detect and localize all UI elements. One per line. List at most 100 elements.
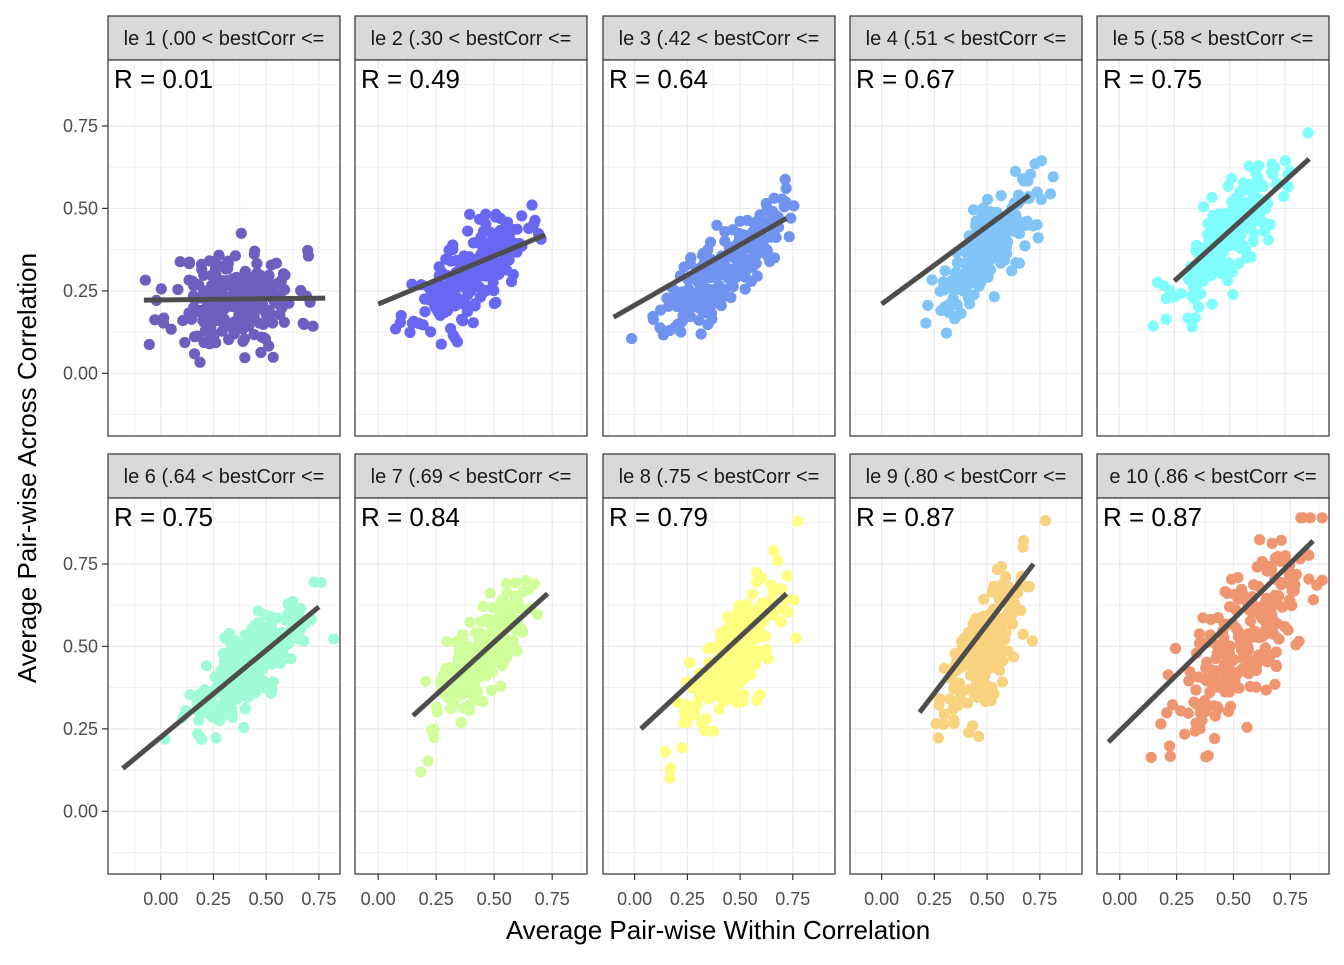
data-point bbox=[1260, 684, 1272, 696]
data-point bbox=[1266, 564, 1278, 576]
data-point bbox=[1032, 232, 1044, 244]
data-point bbox=[626, 333, 638, 345]
panel-border bbox=[354, 59, 588, 437]
data-point bbox=[315, 577, 327, 589]
data-point bbox=[526, 199, 538, 211]
data-point bbox=[1202, 750, 1214, 762]
facet-strip-label: le 6 (.64 < bestCorr <= bbox=[124, 466, 325, 488]
correlation-label: R = 0.87 bbox=[1103, 502, 1202, 532]
data-point bbox=[997, 655, 1009, 667]
data-point bbox=[721, 656, 733, 668]
data-point bbox=[1247, 579, 1260, 591]
data-point bbox=[415, 766, 427, 778]
data-point bbox=[737, 696, 749, 708]
data-point bbox=[193, 714, 205, 727]
panel-border bbox=[1096, 497, 1330, 875]
data-point bbox=[328, 633, 340, 645]
data-point bbox=[1175, 705, 1187, 717]
data-point bbox=[188, 280, 200, 292]
data-point bbox=[1044, 188, 1057, 200]
data-point bbox=[704, 236, 717, 248]
data-point bbox=[212, 314, 224, 327]
data-point bbox=[985, 227, 998, 240]
x-tick-label: 0.50 bbox=[477, 889, 512, 909]
data-point bbox=[664, 763, 676, 775]
data-point bbox=[461, 684, 473, 696]
data-point bbox=[788, 594, 801, 606]
data-point bbox=[260, 609, 272, 621]
data-point bbox=[456, 294, 469, 306]
data-point bbox=[497, 594, 509, 606]
data-point bbox=[995, 190, 1007, 202]
data-point bbox=[1206, 191, 1218, 203]
data-point bbox=[267, 283, 279, 295]
panel-grid bbox=[603, 60, 835, 436]
data-point bbox=[239, 703, 251, 715]
data-point bbox=[497, 223, 510, 235]
data-point bbox=[1242, 197, 1254, 209]
data-point bbox=[1250, 681, 1262, 693]
data-point bbox=[982, 193, 994, 205]
data-point bbox=[963, 278, 976, 290]
data-point bbox=[1168, 291, 1180, 303]
data-point bbox=[1311, 579, 1323, 591]
data-point bbox=[944, 693, 956, 705]
data-point bbox=[1161, 707, 1173, 719]
data-point bbox=[1269, 678, 1281, 690]
facet-strip-label: le 8 (.75 < bestCorr <= bbox=[619, 466, 820, 488]
y-axis-title: Average Pair-wise Across Correlation bbox=[12, 253, 42, 683]
data-point bbox=[172, 283, 184, 296]
data-point bbox=[501, 650, 513, 663]
data-point bbox=[469, 298, 481, 310]
data-point bbox=[1290, 639, 1302, 651]
data-point bbox=[1031, 186, 1043, 198]
data-point bbox=[1240, 252, 1252, 264]
data-point bbox=[1275, 534, 1287, 546]
data-point bbox=[676, 316, 688, 328]
data-point bbox=[1189, 284, 1201, 297]
data-point bbox=[967, 204, 980, 216]
facet-strip bbox=[1096, 15, 1330, 61]
x-tick-label: 0.75 bbox=[301, 889, 336, 909]
data-point bbox=[996, 676, 1009, 688]
data-point bbox=[270, 653, 282, 666]
data-point bbox=[964, 298, 976, 310]
data-point bbox=[1207, 209, 1219, 221]
data-point bbox=[428, 732, 440, 744]
x-tick-label: 0.25 bbox=[196, 889, 231, 909]
correlation-label: R = 0.49 bbox=[361, 64, 460, 94]
data-point bbox=[1250, 214, 1262, 226]
data-point bbox=[509, 577, 521, 589]
data-point bbox=[1215, 267, 1227, 279]
data-point bbox=[1200, 705, 1212, 718]
data-point bbox=[681, 716, 693, 729]
data-point bbox=[200, 313, 212, 325]
scatter-points bbox=[659, 515, 804, 784]
data-point bbox=[1243, 658, 1255, 670]
panels-layer: le 1 (.00 < bestCorr <= R = 0.01 0.00 0.25 0… bbox=[63, 15, 1330, 909]
facet-panel-1: le 1 (.00 < bestCorr <= R = 0.01 0.00 0.25 0… bbox=[63, 15, 341, 437]
data-point bbox=[249, 637, 261, 649]
data-point bbox=[263, 340, 275, 352]
data-point bbox=[229, 635, 241, 647]
facet-strip bbox=[849, 453, 1083, 499]
data-point bbox=[1179, 728, 1191, 740]
data-point bbox=[428, 723, 440, 735]
data-point bbox=[1244, 615, 1257, 627]
data-point bbox=[1186, 321, 1198, 333]
correlation-label: R = 0.01 bbox=[114, 64, 213, 94]
data-point bbox=[1304, 512, 1316, 524]
y-tick-label: 0.50 bbox=[63, 636, 98, 656]
data-point bbox=[499, 235, 511, 247]
data-point bbox=[760, 197, 772, 210]
facet-strip bbox=[602, 453, 836, 499]
panel-border bbox=[849, 59, 1083, 437]
data-point bbox=[474, 627, 486, 639]
data-point bbox=[464, 699, 476, 711]
data-point bbox=[978, 593, 990, 605]
data-point bbox=[702, 643, 714, 655]
panel-background bbox=[603, 60, 835, 436]
data-point bbox=[496, 660, 508, 672]
data-point bbox=[237, 335, 249, 347]
